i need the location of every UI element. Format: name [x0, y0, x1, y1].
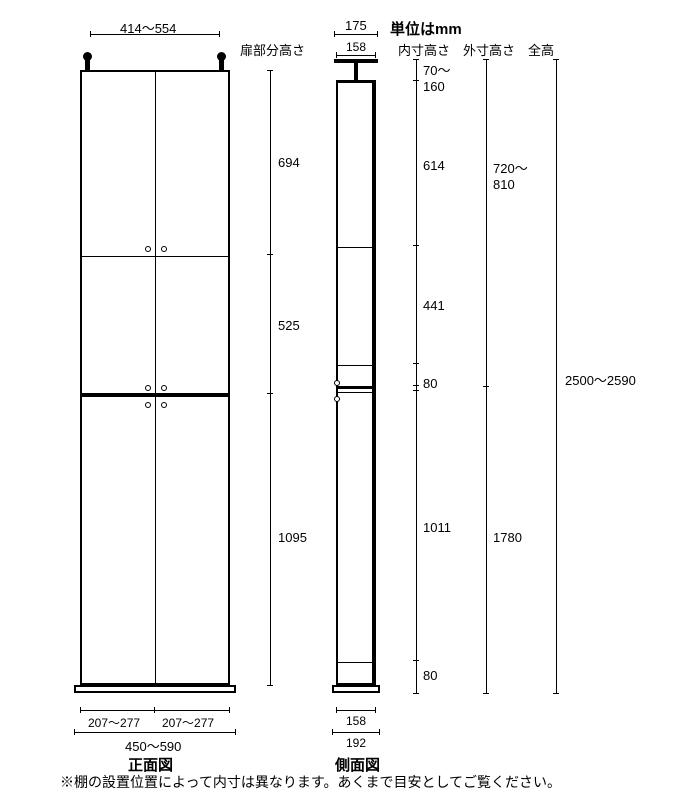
side-total: 2500～2590	[565, 370, 636, 389]
door-handle-icon	[145, 402, 151, 408]
dim-line	[90, 34, 220, 35]
side-spacer: 70～ 160	[423, 60, 450, 94]
door-handle-icon	[334, 396, 340, 402]
tension-rod-icon	[85, 58, 90, 70]
tick	[375, 707, 376, 713]
front-base-width: 450～590	[125, 736, 181, 755]
side-base	[332, 685, 380, 693]
side-top-depth1: 175	[345, 18, 367, 33]
door-handle-icon	[161, 385, 167, 391]
door-handle-icon	[161, 246, 167, 252]
tick	[483, 693, 489, 694]
tick	[80, 707, 81, 713]
side-top-depth2: 158	[346, 40, 366, 54]
side-inner-h3: 1011	[423, 520, 451, 535]
shelf	[338, 365, 374, 366]
tick	[267, 254, 273, 255]
front-door-h1: 694	[278, 155, 300, 170]
side-inner-h1: 614	[423, 158, 445, 173]
footnote: ※棚の設置位置によって内寸は異なります。あくまで目安としてご覧ください。	[60, 772, 561, 792]
tick	[267, 393, 273, 394]
tension-rod-icon	[219, 58, 224, 70]
tick	[379, 729, 380, 735]
dim-line	[74, 732, 236, 733]
side-gap: 80	[423, 376, 437, 391]
tick	[413, 59, 419, 60]
shelf-divider	[338, 386, 374, 389]
side-outer-lower: 1780	[493, 530, 522, 545]
tick	[413, 390, 419, 391]
tick	[229, 707, 230, 713]
side-bottom-depth1: 158	[346, 714, 366, 728]
side-back-panel	[372, 82, 375, 683]
dim-line	[556, 59, 557, 693]
tick	[90, 31, 91, 37]
tick	[336, 707, 337, 713]
dim-line	[336, 710, 376, 711]
units-label: 単位はmm	[390, 18, 462, 39]
dim-line	[270, 70, 271, 685]
tick	[553, 693, 559, 694]
tick	[267, 685, 273, 686]
tick	[235, 729, 236, 735]
tick	[219, 31, 220, 37]
tick	[375, 52, 376, 58]
front-base	[74, 685, 236, 693]
tick	[483, 59, 489, 60]
door-handle-icon	[145, 246, 151, 252]
tick	[74, 729, 75, 735]
unit-divider	[80, 393, 230, 397]
door-handle-icon	[334, 380, 340, 386]
side-cabinet	[336, 80, 376, 685]
front-door-h3: 1095	[278, 530, 307, 545]
tick	[413, 385, 419, 386]
dim-line	[80, 710, 230, 711]
dim-line	[336, 55, 376, 56]
tick	[334, 31, 335, 37]
shelf	[338, 392, 374, 393]
tick	[154, 707, 155, 713]
front-door-h2: 525	[278, 318, 300, 333]
door-divider	[155, 72, 156, 683]
dim-line	[332, 732, 380, 733]
header-inner-height: 内寸高さ	[398, 40, 450, 59]
tick	[553, 59, 559, 60]
tick	[267, 70, 273, 71]
tick	[483, 386, 489, 387]
door-divider	[82, 256, 228, 257]
tick	[413, 363, 419, 364]
door-handle-icon	[145, 385, 151, 391]
tick	[413, 660, 419, 661]
dim-line	[334, 34, 378, 35]
header-total-height: 全高	[528, 40, 554, 59]
front-half-l: 207～277	[88, 714, 140, 731]
shelf	[338, 662, 374, 663]
tick	[332, 729, 333, 735]
tick	[413, 245, 419, 246]
front-half-r: 207～277	[162, 714, 214, 731]
shelf	[338, 247, 374, 248]
header-door-height: 扉部分高さ	[240, 40, 305, 59]
door-handle-icon	[161, 402, 167, 408]
shelf	[338, 82, 374, 83]
header-outer-height: 外寸高さ	[463, 40, 515, 59]
side-base-gap: 80	[423, 668, 437, 683]
t-bracket-icon	[354, 59, 358, 81]
tick	[377, 31, 378, 37]
side-inner-h2: 441	[423, 298, 445, 313]
side-bottom-depth2: 192	[346, 736, 366, 750]
dim-line	[486, 59, 487, 693]
dim-line	[416, 59, 417, 693]
tick	[413, 693, 419, 694]
tick	[336, 52, 337, 58]
front-cabinet	[80, 70, 230, 685]
side-outer-upper: 720～ 810	[493, 158, 528, 192]
tick	[413, 80, 419, 81]
diagram-canvas: 単位はmm 扉部分高さ 内寸高さ 外寸高さ 全高 414～554 694 525…	[0, 0, 700, 785]
